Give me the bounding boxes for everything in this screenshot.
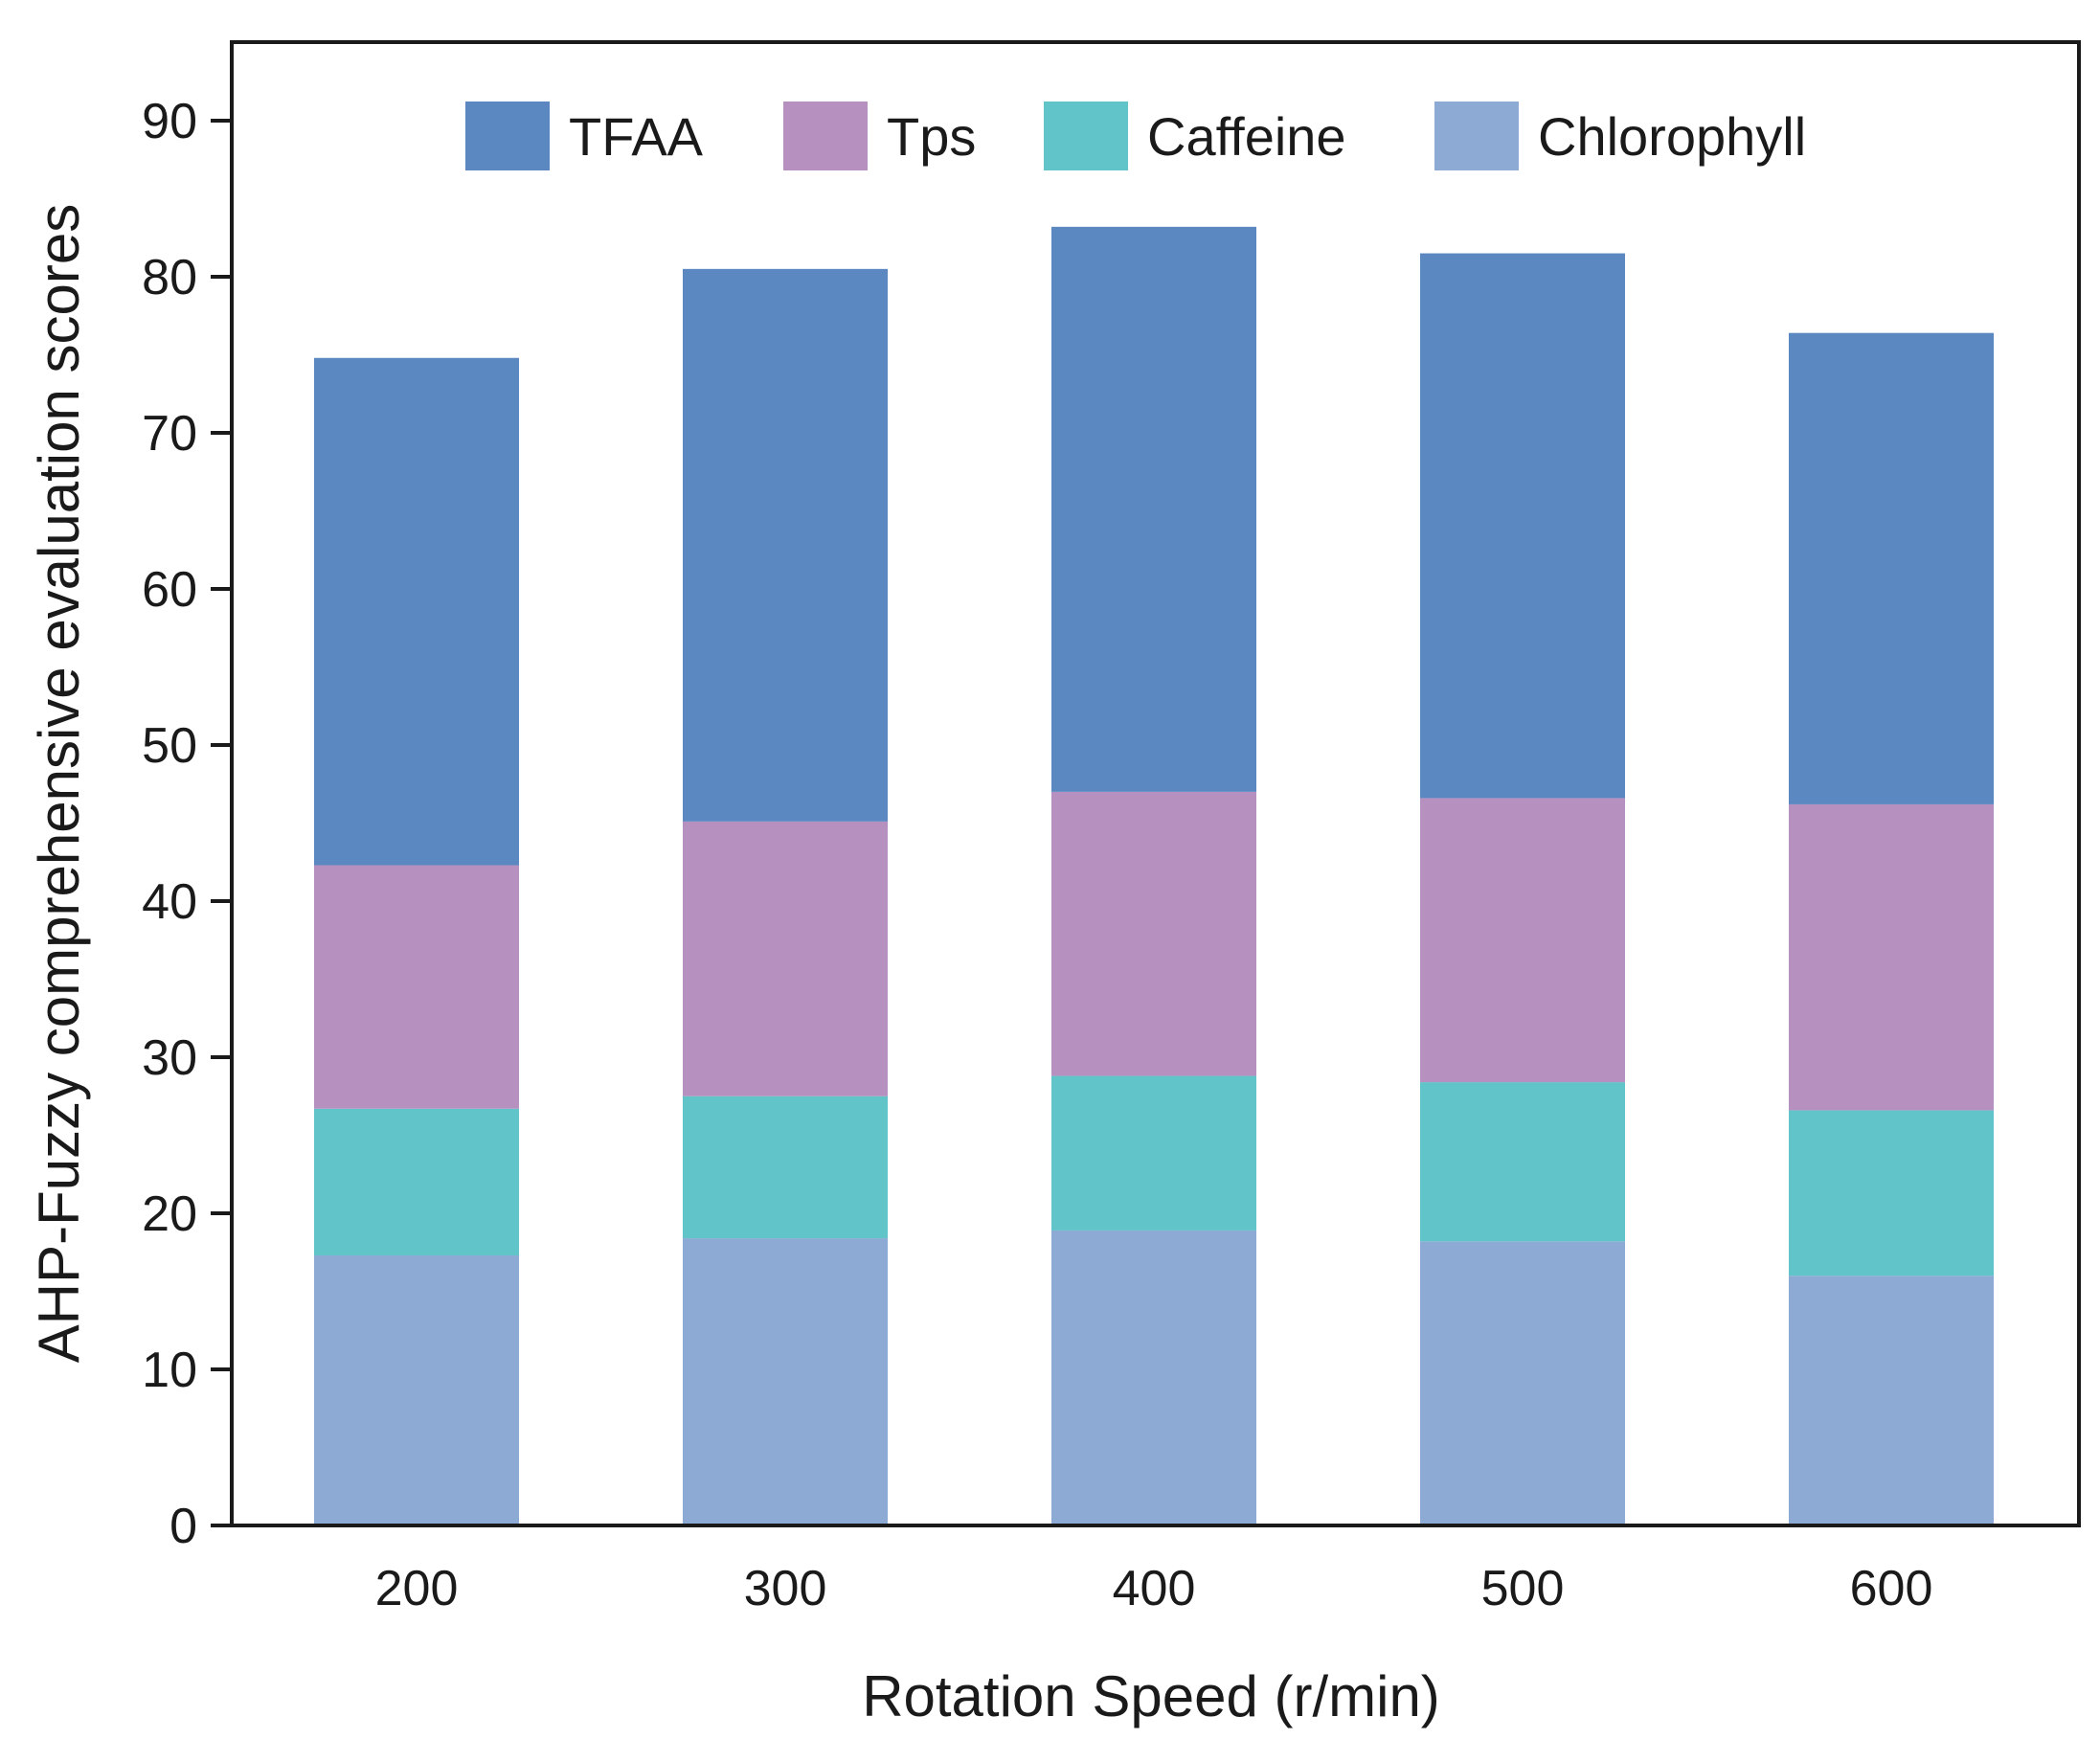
legend-label-tps: Tps: [887, 106, 976, 167]
bar-caffeine-400: [1051, 1075, 1256, 1231]
bar-tps-200: [314, 865, 519, 1109]
x-tick-label-500: 500: [1481, 1561, 1565, 1616]
legend: TFAA Tps Caffeine Chlorophyll: [465, 102, 1806, 170]
y-tick-label-90: 90: [142, 94, 197, 149]
bar-tps-400: [1051, 791, 1256, 1076]
bar-tfaa-500: [1420, 253, 1625, 799]
bar-chlorophyll-300: [683, 1238, 888, 1525]
y-tick-label-50: 50: [142, 718, 197, 774]
x-axis: 200 300 400 500 600: [375, 1561, 1933, 1616]
bar-tfaa-200: [314, 357, 519, 866]
y-tick-label-60: 60: [142, 562, 197, 618]
bar-tps-500: [1420, 798, 1625, 1083]
bar-tps-600: [1789, 803, 1994, 1111]
bar-chlorophyll-500: [1420, 1241, 1625, 1525]
y-tick-label-30: 30: [142, 1030, 197, 1086]
x-tick-label-600: 600: [1850, 1561, 1933, 1616]
y-tick-label-0: 0: [169, 1499, 197, 1554]
bar-caffeine-500: [1420, 1082, 1625, 1242]
legend-label-caffeine: Caffeine: [1147, 106, 1346, 167]
y-tick-label-70: 70: [142, 406, 197, 462]
bar-chlorophyll-400: [1051, 1230, 1256, 1525]
legend-swatch-caffeine: [1044, 102, 1128, 170]
legend-swatch-chlorophyll: [1434, 102, 1519, 170]
bar-chlorophyll-200: [314, 1255, 519, 1525]
x-tick-label-400: 400: [1113, 1561, 1196, 1616]
y-tick-label-20: 20: [142, 1186, 197, 1242]
bar-caffeine-200: [314, 1108, 519, 1256]
bar-tfaa-600: [1789, 332, 1994, 804]
bar-tfaa-300: [683, 268, 888, 822]
legend-swatch-tfaa: [465, 102, 550, 170]
y-tick-label-10: 10: [142, 1343, 197, 1398]
bar-tfaa-400: [1051, 226, 1256, 792]
bar-chlorophyll-600: [1789, 1276, 1994, 1525]
y-axis: 0 10 20 30 40 50 60 70 80 90: [142, 94, 232, 1554]
bars-layer: [314, 226, 1994, 1525]
y-tick-label-40: 40: [142, 874, 197, 930]
legend-label-tfaa: TFAA: [569, 106, 704, 167]
legend-label-chlorophyll: Chlorophyll: [1538, 106, 1806, 167]
y-axis-title: AHP-Fuzzy comprehensive evaluation score…: [27, 204, 91, 1364]
x-tick-label-300: 300: [744, 1561, 827, 1616]
y-tick-label-80: 80: [142, 250, 197, 305]
plot-frame: [230, 40, 2081, 1527]
bar-tps-300: [683, 821, 888, 1096]
bar-caffeine-300: [683, 1096, 888, 1239]
legend-swatch-tps: [783, 102, 868, 170]
bar-caffeine-600: [1789, 1110, 1994, 1276]
x-tick-label-200: 200: [375, 1561, 459, 1616]
x-axis-title: Rotation Speed (r/min): [862, 1664, 1440, 1728]
